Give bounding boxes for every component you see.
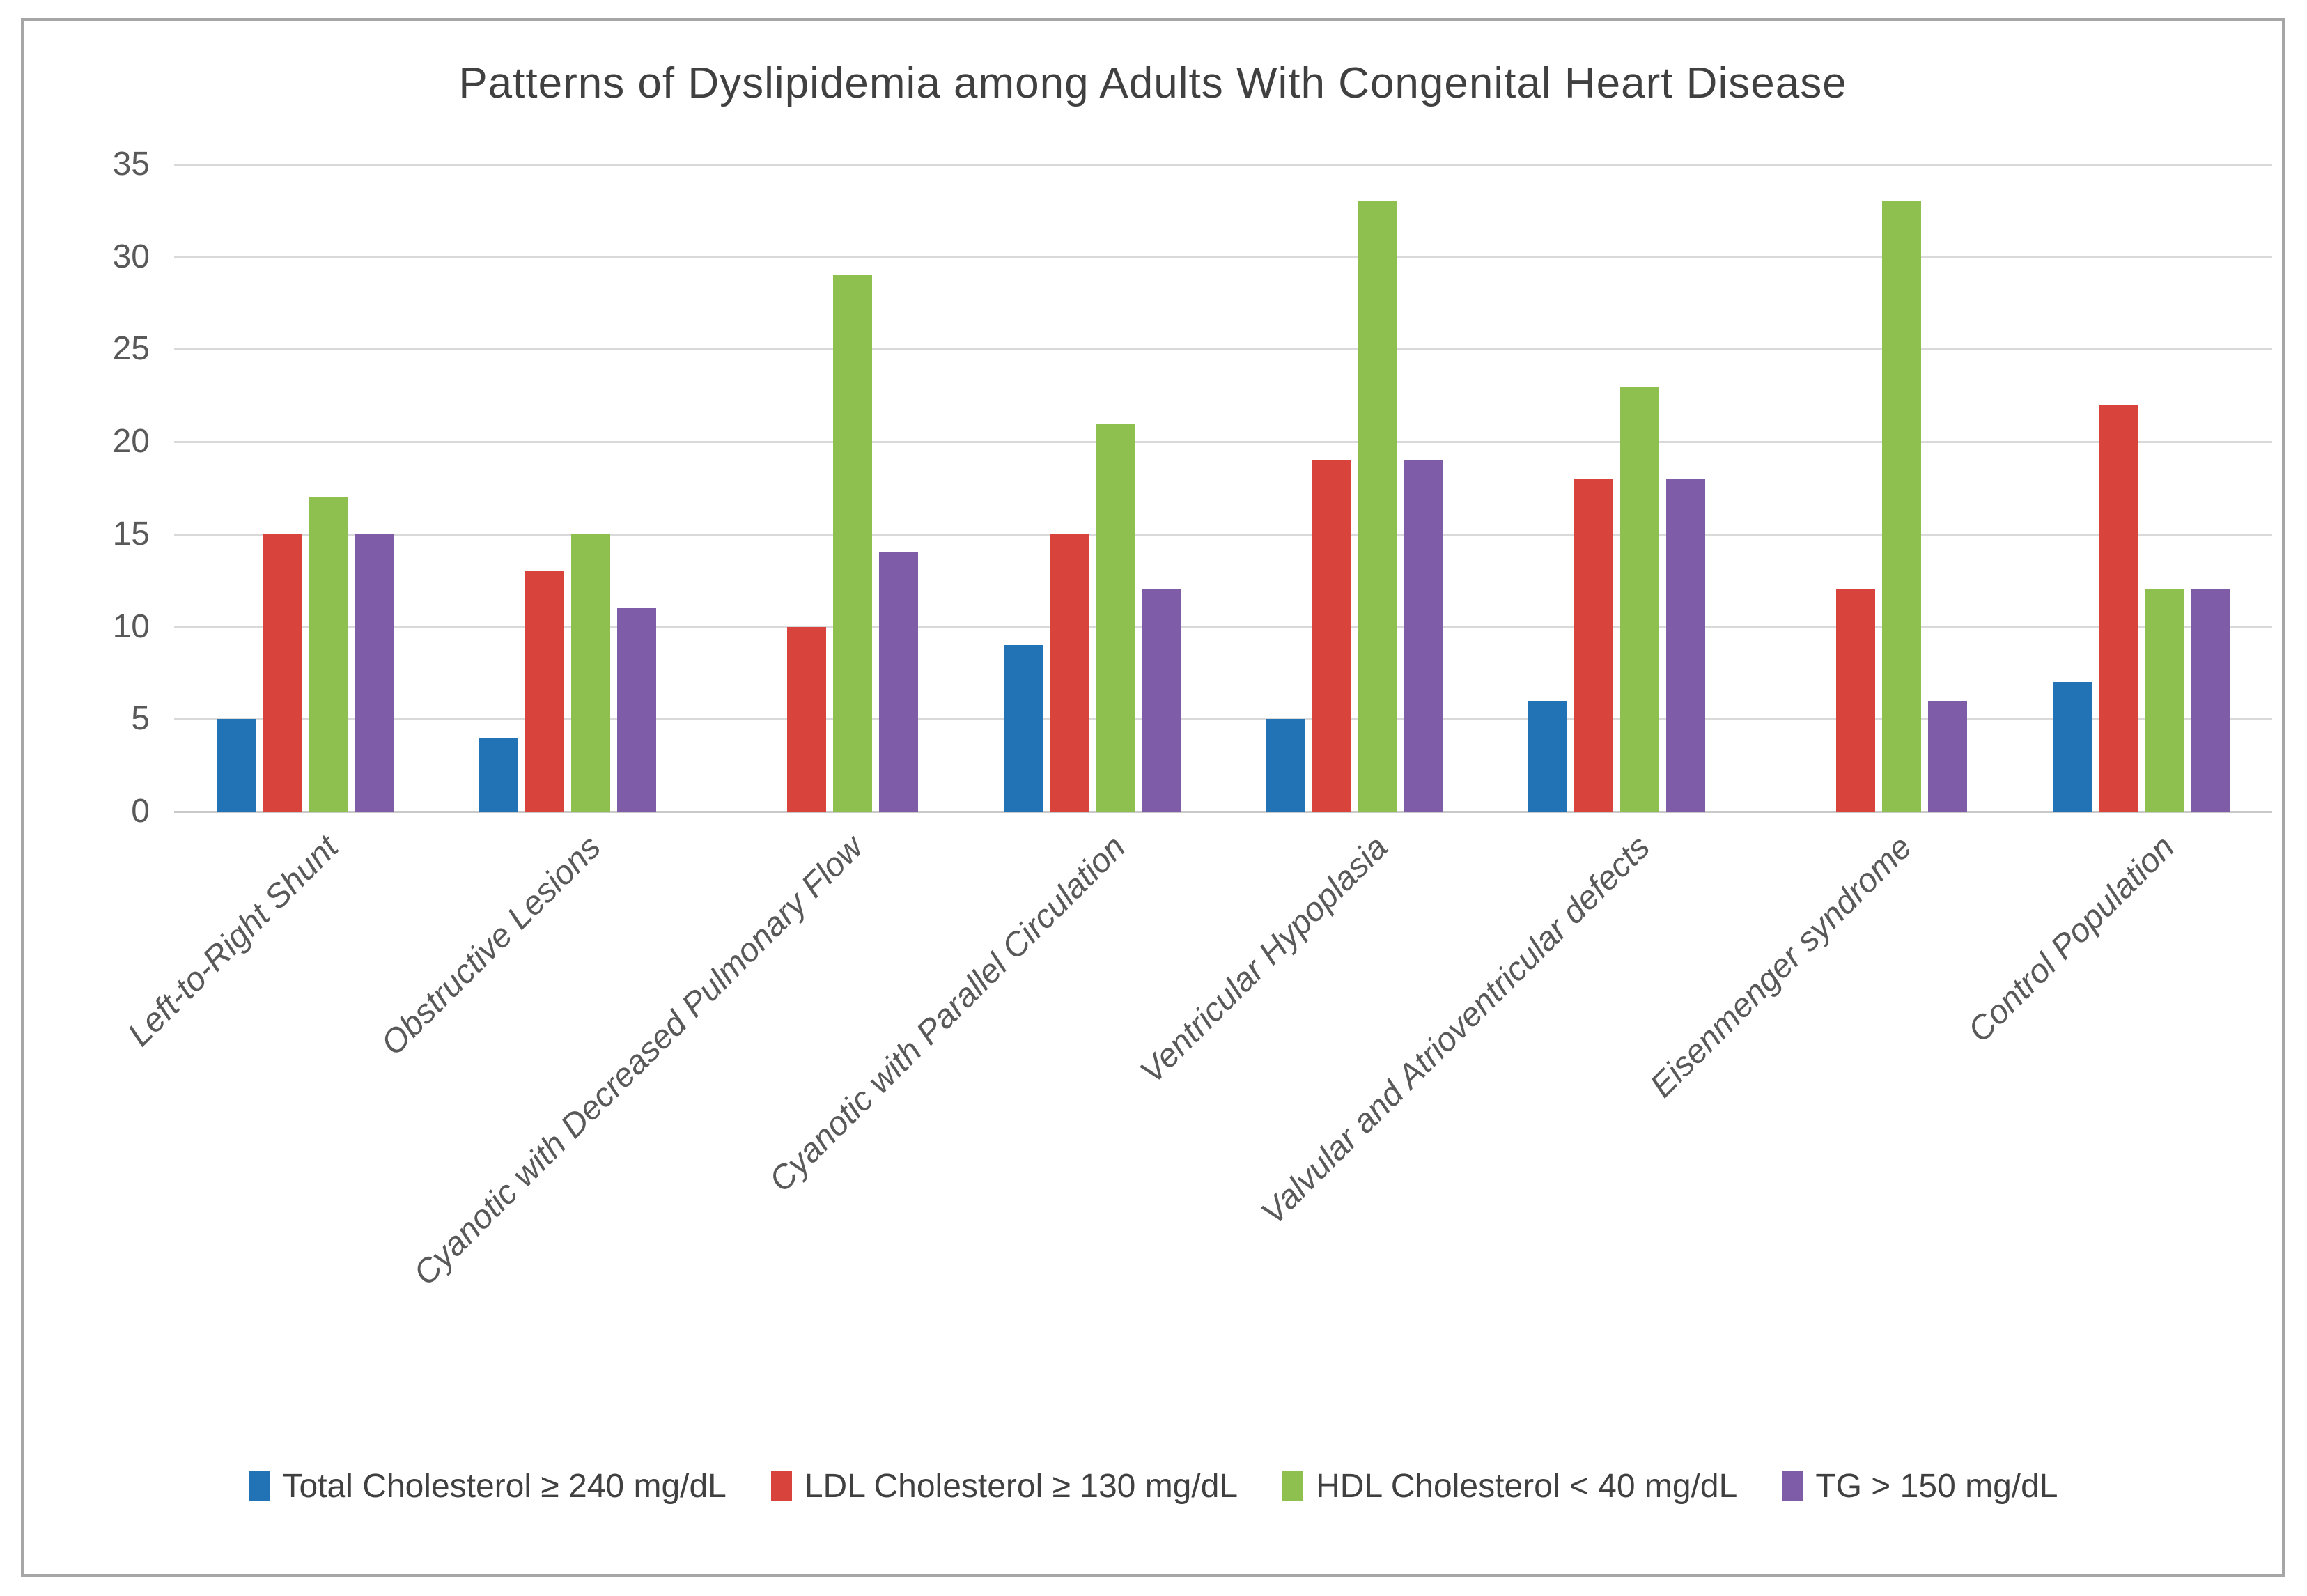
gridline-15 [174,534,2272,536]
bar-series1-cat1 [217,719,256,812]
legend-swatch-icon-2 [770,1471,792,1501]
bar-series2-cat8 [2099,405,2138,812]
legend: Total Cholesterol ≥ 240 mg/dL LDL Cholest… [104,1462,2203,1510]
y-tick-label-25: 25 [112,330,150,367]
legend-item-3: HDL Cholesterol < 40 mg/dL [1282,1467,1737,1505]
y-tick-label-0: 0 [131,793,150,830]
legend-swatch-icon-1 [249,1471,270,1501]
y-tick-label-10: 10 [112,608,150,645]
bar-series2-cat5 [1312,460,1351,812]
legend-item-2: LDL Cholesterol ≥ 130 mg/dL [770,1467,1238,1505]
gridline-20 [174,441,2272,443]
bar-series4-cat5 [1404,460,1443,812]
legend-label-2: LDL Cholesterol ≥ 130 mg/dL [804,1467,1238,1505]
legend-item-1: Total Cholesterol ≥ 240 mg/dL [249,1467,727,1505]
bar-series4-cat6 [1666,479,1705,812]
y-tick-label-30: 30 [112,238,150,275]
bar-series3-cat2 [571,534,610,812]
gridline-35 [174,164,2272,166]
bar-series4-cat7 [1928,701,1967,812]
y-tick-label-35: 35 [112,146,150,183]
bar-series3-cat6 [1620,387,1659,812]
y-tick-label-20: 20 [112,423,150,460]
legend-label-3: HDL Cholesterol < 40 mg/dL [1316,1467,1738,1505]
bar-series1-cat2 [479,738,518,812]
bar-series3-cat8 [2145,589,2184,812]
chart-title: Patterns of Dyslipidemia among Adults Wi… [458,59,1847,107]
y-tick-label-15: 15 [112,516,150,552]
x-axis-line [174,811,2272,813]
bar-series2-cat1 [263,534,302,812]
plot-area [174,164,2272,813]
gridline-25 [174,348,2272,350]
bar-series3-cat1 [309,497,348,812]
bar-series2-cat7 [1836,589,1875,812]
bar-series4-cat8 [2191,589,2230,812]
bar-series4-cat1 [355,534,394,812]
bar-series3-cat3 [833,275,872,812]
bar-series2-cat6 [1574,479,1613,812]
bar-series3-cat4 [1096,424,1135,812]
gridline-10 [174,626,2272,628]
bar-series3-cat7 [1882,201,1921,812]
gridline-30 [174,256,2272,258]
legend-swatch-icon-4 [1782,1471,1803,1501]
bar-series2-cat2 [525,571,564,812]
legend-label-1: Total Cholesterol ≥ 240 mg/dL [282,1467,727,1505]
bar-series1-cat5 [1266,719,1305,812]
bar-series4-cat3 [879,552,918,812]
legend-swatch-icon-3 [1282,1471,1304,1501]
bar-series1-cat4 [1004,645,1043,812]
bar-series2-cat3 [787,627,826,812]
bar-series4-cat4 [1142,589,1181,812]
bar-series4-cat2 [617,608,656,812]
bar-series3-cat5 [1358,201,1397,812]
bar-series1-cat6 [1528,701,1567,812]
legend-label-4: TG > 150 mg/dL [1815,1467,2058,1505]
legend-item-4: TG > 150 mg/dL [1782,1467,2058,1505]
bar-series1-cat8 [2053,682,2092,812]
y-tick-label-5: 5 [131,700,150,737]
bar-series2-cat4 [1050,534,1089,812]
gridline-5 [174,718,2272,720]
